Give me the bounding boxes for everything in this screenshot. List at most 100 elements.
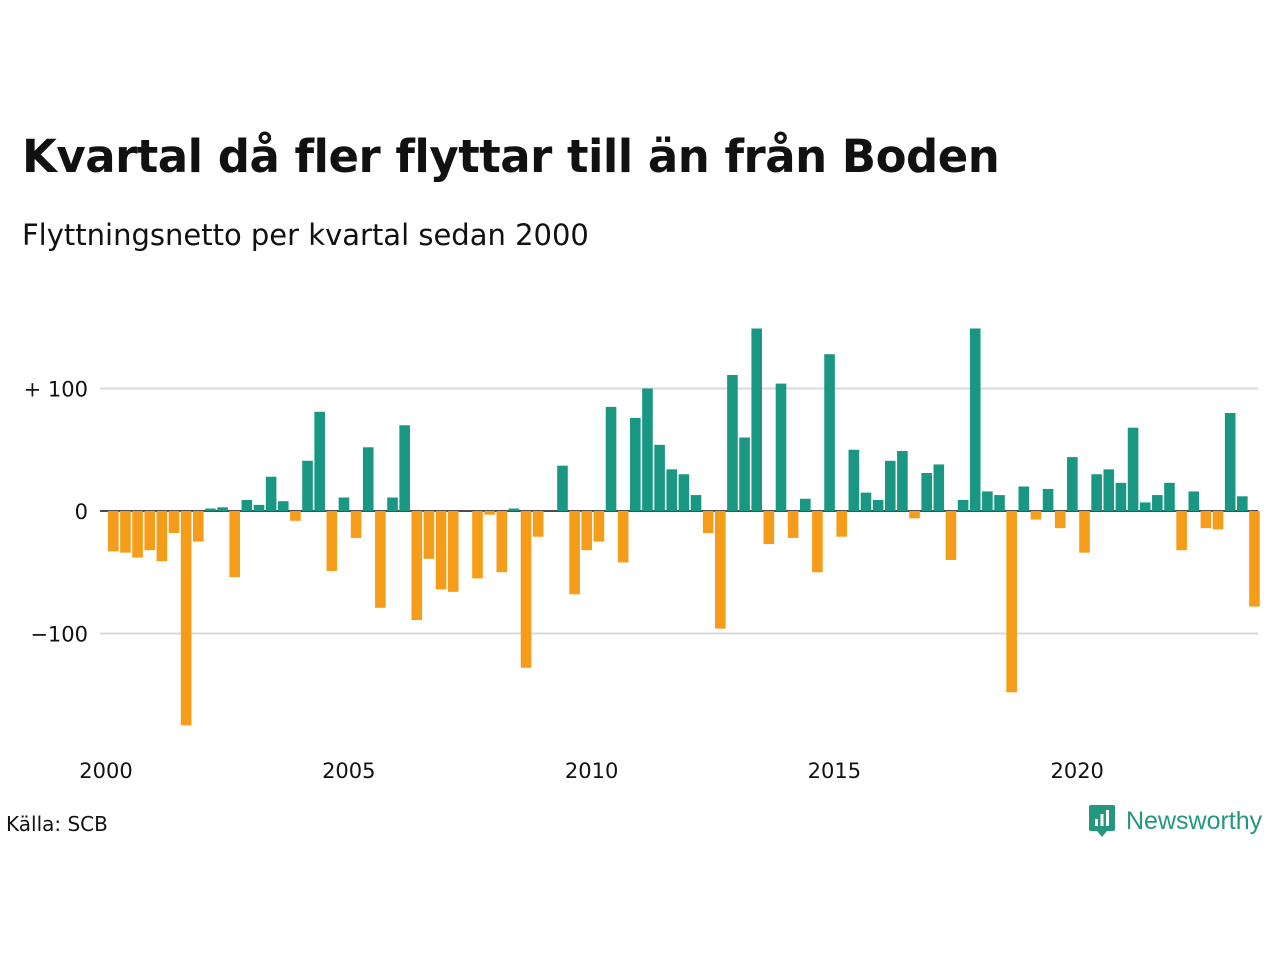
- bar: [690, 495, 702, 511]
- bar: [326, 511, 338, 572]
- source-note: Källa: SCB: [6, 812, 108, 836]
- bar: [156, 511, 168, 562]
- brand: Newsworthy: [1088, 804, 1262, 838]
- bar: [217, 507, 228, 511]
- bar: [1067, 457, 1078, 511]
- bar: [120, 511, 131, 553]
- bar: [848, 449, 860, 511]
- bar: [1091, 474, 1102, 511]
- bar: [836, 511, 847, 537]
- x-tick-label: 2005: [322, 759, 375, 783]
- bar: [1224, 413, 1236, 511]
- bar: [884, 460, 896, 511]
- bar: [860, 492, 872, 512]
- bar: [265, 476, 277, 511]
- bar: [727, 375, 738, 511]
- bar: [387, 497, 398, 511]
- x-tick-label: 2000: [79, 759, 132, 783]
- chart-subtitle: Flyttningsnetto per kvartal sedan 2000: [22, 218, 589, 252]
- bar: [375, 511, 386, 608]
- bar: [933, 464, 945, 511]
- bar: [314, 411, 325, 511]
- bar: [787, 511, 799, 538]
- bar: [1018, 486, 1030, 511]
- bar: [496, 511, 508, 573]
- y-tick-label: + 100: [24, 378, 88, 402]
- bar: [1030, 511, 1042, 520]
- bar: [617, 511, 629, 563]
- bar: [1237, 496, 1248, 511]
- bar: [411, 511, 423, 621]
- bar: [447, 511, 459, 592]
- bar: [957, 499, 969, 512]
- bar: [399, 425, 410, 511]
- bar: [799, 498, 811, 511]
- bar: [921, 473, 932, 511]
- bar: [338, 497, 350, 511]
- bar: [508, 508, 520, 511]
- bar: [108, 511, 119, 552]
- bar-chart: + 100 0 −100 2000 2005 2010 2015 2020: [24, 328, 1260, 783]
- bar: [775, 383, 787, 511]
- x-axis-labels: 2000 2005 2010 2015 2020: [79, 759, 1104, 783]
- bar: [994, 495, 1005, 511]
- chart-title: Kvartal då fler flyttar till än från Bod…: [22, 130, 1000, 183]
- bar: [423, 511, 435, 559]
- bar: [1127, 427, 1139, 511]
- bar: [277, 501, 289, 511]
- bar: [569, 511, 580, 595]
- bar: [581, 511, 593, 551]
- bar: [702, 511, 714, 534]
- bar: [350, 511, 362, 538]
- bar: [192, 511, 204, 542]
- bar: [1164, 482, 1175, 511]
- bar: [812, 511, 823, 573]
- bar: [897, 450, 908, 512]
- bar: [1152, 495, 1163, 511]
- bar: [824, 354, 835, 511]
- bar: [593, 511, 605, 542]
- bar: [872, 499, 884, 512]
- bar: [302, 460, 313, 511]
- bar: [180, 511, 192, 726]
- bar: [241, 499, 253, 512]
- bar: [168, 511, 180, 534]
- bar: [253, 504, 265, 512]
- bar: [520, 511, 532, 668]
- bars: [108, 328, 1260, 726]
- bar: [362, 447, 374, 511]
- bar: [945, 511, 957, 560]
- y-tick-label: 0: [75, 500, 88, 524]
- bar: [1115, 482, 1127, 511]
- bar: [1176, 511, 1187, 551]
- y-tick-label: −100: [30, 623, 88, 647]
- newsworthy-logo-icon: [1089, 805, 1115, 837]
- bar: [1103, 469, 1115, 511]
- bar: [205, 508, 216, 511]
- bar: [1200, 511, 1212, 529]
- bar: [290, 511, 301, 521]
- bar: [1139, 502, 1151, 512]
- bar: [909, 511, 920, 519]
- bar: [1249, 511, 1260, 607]
- bar: [435, 511, 447, 590]
- bar: [144, 511, 156, 551]
- bar: [1188, 491, 1200, 511]
- bar: [969, 328, 981, 512]
- bar: [132, 511, 143, 558]
- y-axis-labels: + 100 0 −100: [24, 378, 88, 647]
- bar: [751, 328, 763, 512]
- bar: [1212, 511, 1224, 530]
- x-tick-label: 2015: [808, 759, 861, 783]
- bar: [1006, 511, 1017, 693]
- bar: [982, 491, 993, 511]
- bar: [630, 417, 641, 511]
- bar: [605, 406, 617, 512]
- bar: [654, 444, 665, 511]
- bar: [484, 511, 495, 515]
- bar: [763, 511, 775, 545]
- bar: [1054, 511, 1066, 529]
- bar: [532, 511, 544, 537]
- brand-name: Newsworthy: [1126, 806, 1263, 835]
- bar: [666, 469, 678, 511]
